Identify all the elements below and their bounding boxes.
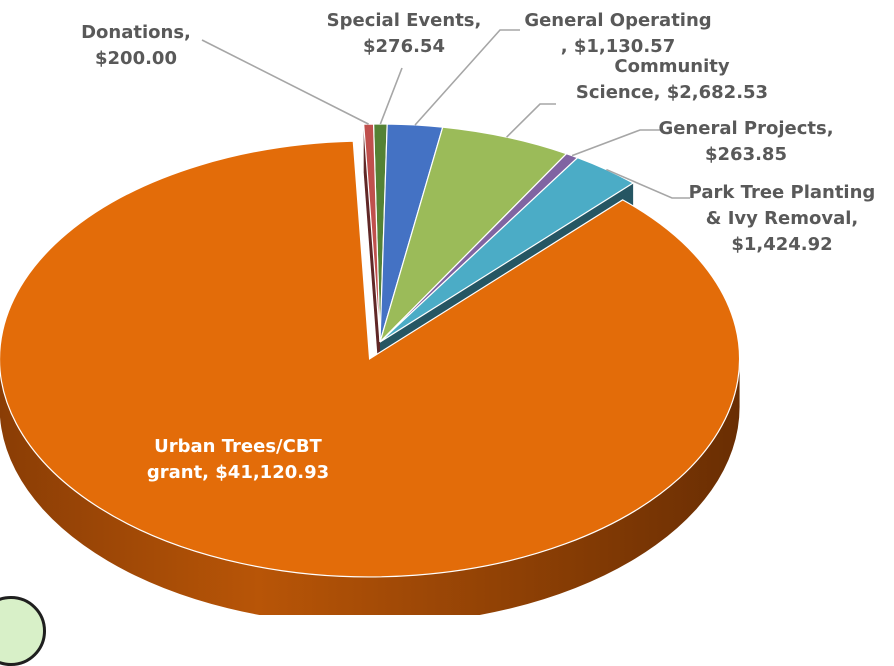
pie-slice-park-tree-planting-ivy-removal	[379, 156, 635, 343]
leader-line-general-operating	[414, 29, 520, 126]
data-label-park-tree-planting-ivy-removal: Park Tree Planting & Ivy Removal, $1,424.9…	[689, 182, 876, 255]
data-label-donations: Donations, $200.00	[81, 22, 191, 69]
data-label-general-projects: General Projects, $263.85	[658, 118, 833, 165]
data-label-special-events: Special Events, $276.54	[327, 10, 482, 57]
data-label-general-operating: General Operating, $1,130.57	[524, 10, 711, 57]
pie-slices	[0, 123, 741, 578]
data-labels: Special Events, $276.54 General Operating,…	[81, 10, 875, 483]
leader-line-park-tree-planting-ivy-removal	[606, 168, 690, 199]
pie-chart: Special Events, $276.54 General Operating,…	[0, 10, 875, 615]
pie-side-urban-trees-cbt-grant-0	[0, 358, 740, 615]
data-label-community-science: Community Science, $2,682.53	[576, 56, 768, 103]
pie-slice-community-science	[379, 126, 568, 343]
data-label-urban-trees-cbt-grant: Urban Trees/CBT grant, $41,120.93	[147, 436, 329, 483]
leader-lines	[201, 29, 690, 199]
leader-line-donations	[201, 39, 369, 125]
leader-line-community-science	[506, 103, 556, 138]
pie-slice-urban-trees-cbt-grant	[0, 140, 741, 578]
leader-line-special-events	[379, 67, 403, 125]
pie-slice-donations	[363, 123, 381, 343]
pie-face-donations-0	[363, 124, 380, 390]
leader-line-general-projects	[571, 129, 660, 157]
